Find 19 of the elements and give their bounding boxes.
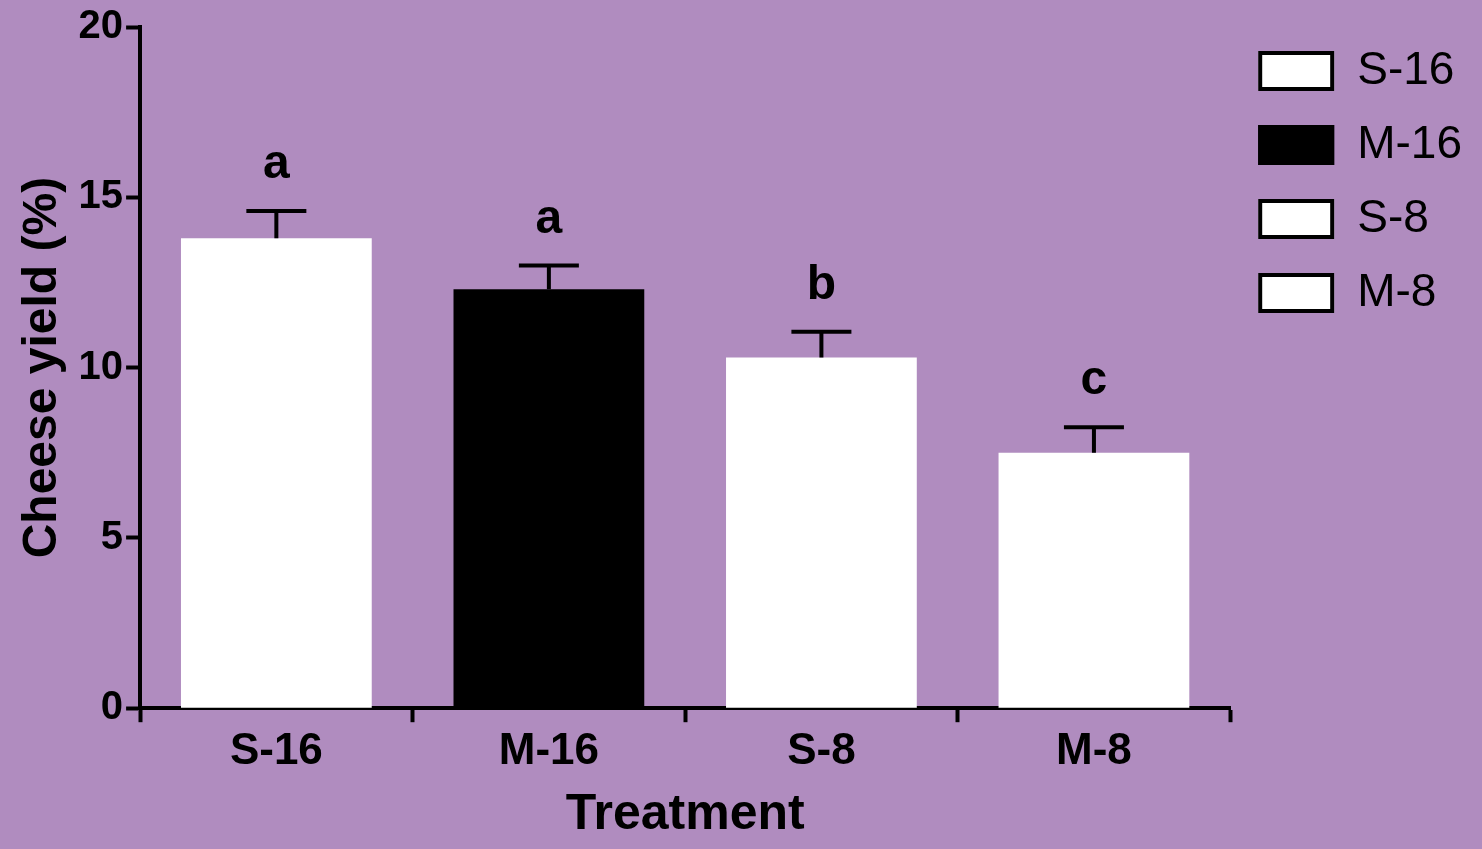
x-tick-label: M-8 [1056, 723, 1132, 773]
y-tick-label: 20 [78, 2, 124, 47]
legend-label: S-8 [1357, 189, 1429, 242]
x-axis-title: Treatment [565, 783, 805, 840]
annotation: a [263, 135, 290, 189]
x-tick-label: M-16 [498, 723, 600, 773]
x-tick-label: S-16 [229, 723, 323, 773]
legend-label: M-16 [1357, 115, 1463, 168]
x-tick-label: S-8 [787, 723, 856, 773]
y-tick-label: 5 [100, 512, 124, 557]
annotation: c [1080, 351, 1108, 405]
y-axis-title: Cheese yield (%) [13, 176, 67, 559]
y-tick-label: 0 [100, 683, 124, 728]
annotation: a [535, 189, 563, 243]
y-tick-label: 10 [78, 342, 124, 387]
legend-label: S-16 [1357, 41, 1455, 94]
annotation: b [806, 256, 837, 310]
legend-label: M-8 [1357, 263, 1437, 316]
y-tick-label: 15 [78, 172, 124, 217]
